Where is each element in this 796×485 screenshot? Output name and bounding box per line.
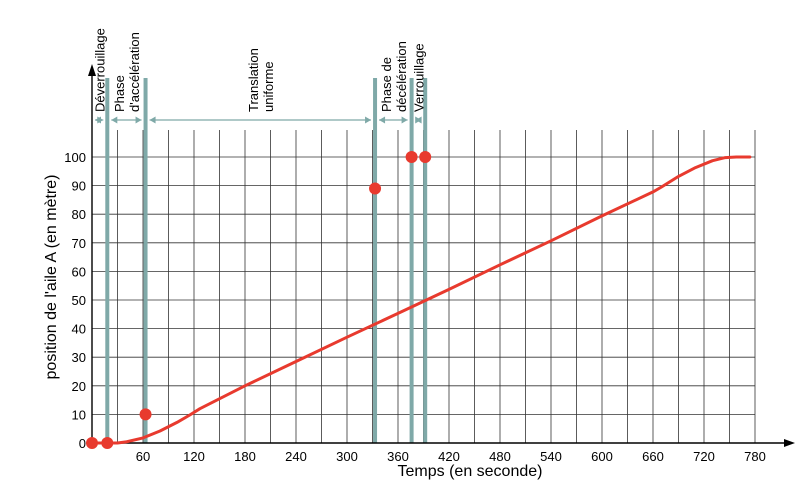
- y-tick-label-4: 40: [72, 322, 86, 337]
- data-point-4: [405, 151, 418, 163]
- y-tick-label-2: 20: [72, 379, 86, 394]
- y-tick-label-9: 90: [72, 179, 86, 194]
- phase-label-1-0: Phase: [112, 75, 127, 112]
- x-tick-label-8: 540: [540, 449, 562, 464]
- data-point-2: [139, 408, 152, 421]
- x-tick-label-6: 420: [438, 449, 460, 464]
- phase-arrowhead-left-1: [111, 116, 118, 124]
- phase-label-3-1: décélération: [394, 41, 409, 112]
- phase-label-2-0: Translation: [246, 48, 261, 112]
- x-tick-label-7: 480: [489, 449, 511, 464]
- x-tick-label-11: 720: [693, 449, 715, 464]
- x-tick-label-0: 60: [136, 449, 150, 464]
- tick-labels: 60 120 180 240 300 360 420 480 540 600 660 720 780 0 1…: [64, 150, 766, 464]
- phase-arrowhead-left-3: [379, 116, 386, 124]
- phase-arrowhead-left-2: [149, 116, 156, 124]
- x-tick-label-4: 300: [336, 449, 358, 464]
- x-tick-label-1: 120: [183, 449, 205, 464]
- y-tick-label-7: 70: [72, 236, 86, 251]
- y-tick-label-8: 80: [72, 207, 86, 222]
- x-axis-arrow: [784, 439, 795, 447]
- y-tick-label-3: 30: [72, 350, 86, 365]
- data-markers: [86, 151, 432, 449]
- y-axis-arrow: [88, 64, 96, 76]
- phase-label-3-0: Phase de: [379, 57, 394, 112]
- phase-arrowhead-right-3: [401, 116, 408, 124]
- axes: [88, 64, 795, 448]
- y-tick-label-5: 50: [72, 293, 86, 308]
- x-tick-label-2: 180: [234, 449, 256, 464]
- y-tick-label-10: 100: [64, 150, 86, 165]
- x-tick-label-10: 660: [642, 449, 664, 464]
- data-point-5: [419, 151, 432, 163]
- data-point-0: [86, 437, 98, 449]
- x-tick-label-9: 600: [591, 449, 613, 464]
- data-point-3: [369, 182, 382, 195]
- series-line-0: [90, 155, 752, 445]
- phase-label-2-1: uniforme: [261, 61, 276, 112]
- data-series: [90, 155, 752, 445]
- phase-label-4-0: Verrouillage: [411, 43, 426, 112]
- x-tick-label-3: 240: [285, 449, 307, 464]
- x-tick-label-12: 780: [744, 449, 766, 464]
- phase-label-0-0: Déverrouillage: [93, 28, 108, 112]
- phase-arrowhead-right-2: [365, 116, 372, 124]
- x-tick-label-5: 360: [387, 449, 409, 464]
- y-tick-label-1: 10: [72, 407, 86, 422]
- y-axis-label: position de l'aile A (en mètre): [43, 175, 60, 380]
- data-point-1: [101, 437, 114, 449]
- phase-arrowhead-right-0: [97, 116, 104, 124]
- y-tick-label-0: 0: [79, 436, 86, 451]
- phase-annotations: Déverrouillage Phase d'accélération Transla…: [93, 28, 428, 443]
- x-axis-label: Temps (en seconde): [398, 463, 543, 480]
- phase-arrowhead-right-1: [135, 116, 142, 124]
- phase-label-1-1: d'accélération: [127, 32, 142, 112]
- y-tick-label-6: 60: [72, 264, 86, 279]
- phase-arrowhead-right-4: [415, 116, 422, 124]
